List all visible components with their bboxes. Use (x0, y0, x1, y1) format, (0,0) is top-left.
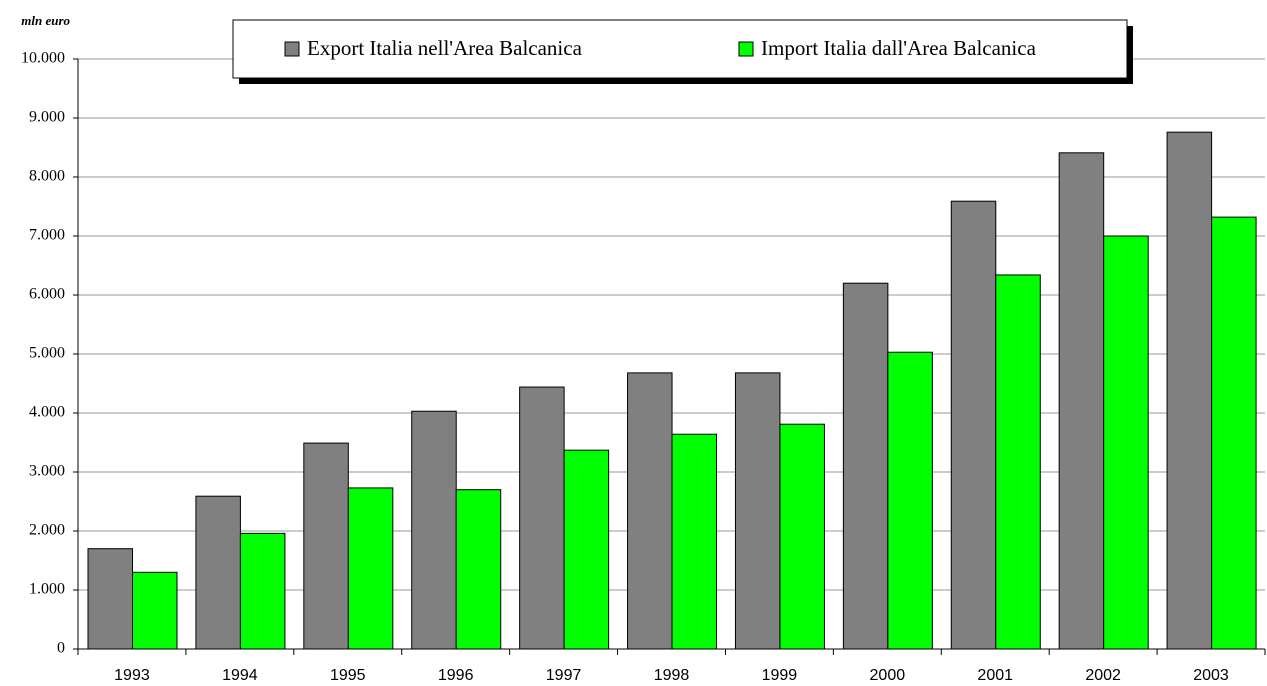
x-tick-label: 2001 (977, 667, 1013, 684)
x-tick-label: 2003 (1193, 667, 1229, 684)
bar (671, 433, 718, 650)
bar (563, 449, 610, 650)
x-tick-label: 1993 (114, 667, 150, 684)
legend-swatch (284, 41, 300, 57)
bar (455, 489, 502, 650)
x-tick-label: 2000 (870, 667, 906, 684)
x-tick-label: 1996 (438, 667, 474, 684)
bar (842, 282, 889, 650)
bar (347, 487, 394, 650)
y-tick-label: 0 (57, 640, 65, 657)
bar (1103, 235, 1149, 650)
y-tick-label: 2.000 (29, 522, 65, 539)
x-tick-label: 1994 (222, 667, 258, 684)
y-tick-label: 8.000 (29, 168, 65, 185)
legend-label: Export Italia nell'Area Balcanica (307, 36, 583, 60)
legend-label: Import Italia dall'Area Balcanica (761, 36, 1037, 60)
bar (87, 548, 133, 650)
y-tick-label: 1.000 (29, 581, 65, 598)
y-tick-label: 9.000 (29, 109, 65, 126)
y-tick-label: 6.000 (29, 286, 65, 303)
y-tick-label: 5.000 (29, 345, 65, 362)
x-tick-label: 1997 (546, 667, 582, 684)
bar (779, 423, 825, 650)
x-tick-label: 1999 (762, 667, 798, 684)
bar (734, 372, 781, 650)
bar (1166, 131, 1213, 650)
y-tick-label: 7.000 (29, 227, 65, 244)
bar (239, 532, 286, 650)
bar (195, 495, 241, 650)
bar (1058, 152, 1105, 650)
bar (411, 410, 457, 650)
bar (887, 351, 933, 650)
bar (995, 274, 1041, 650)
bar (950, 200, 997, 650)
x-tick-label: 1995 (330, 667, 366, 684)
legend (232, 19, 1128, 79)
y-axis-label: mln euro (21, 13, 70, 28)
legend-swatch (738, 41, 754, 57)
y-tick-label: 4.000 (29, 404, 65, 421)
y-tick-label: 10.000 (21, 50, 65, 67)
x-tick-label: 2002 (1085, 667, 1121, 684)
bar (627, 372, 673, 650)
bar (519, 386, 565, 650)
x-tick-label: 1998 (654, 667, 690, 684)
bar (1211, 216, 1257, 650)
bar (303, 442, 349, 650)
y-tick-label: 3.000 (29, 463, 65, 480)
bar (132, 571, 178, 650)
